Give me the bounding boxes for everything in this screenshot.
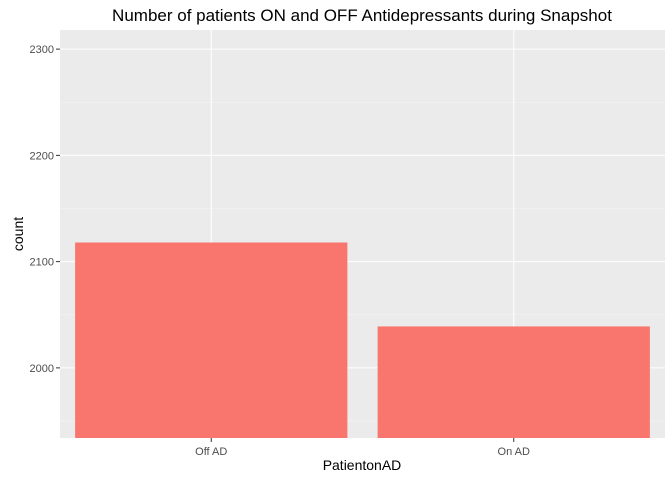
chart-title: Number of patients ON and OFF Antidepres… (112, 6, 612, 25)
bar-on-ad (377, 326, 650, 438)
bar-off-ad (75, 242, 348, 438)
y-tick-label: 2200 (30, 150, 54, 162)
x-axis-title: PatientonAD (323, 457, 402, 473)
y-tick-label: 2000 (30, 363, 54, 375)
x-axis-ticks: Off AD On AD (195, 438, 530, 458)
x-tick-label: Off AD (195, 446, 227, 458)
x-tick-label: On AD (498, 446, 530, 458)
bars (75, 242, 650, 438)
y-tick-label: 2300 (30, 44, 54, 56)
y-axis-ticks: 2000 2100 2200 2300 (30, 44, 60, 375)
y-tick-label: 2100 (30, 257, 54, 269)
y-axis-title: count (10, 217, 26, 251)
